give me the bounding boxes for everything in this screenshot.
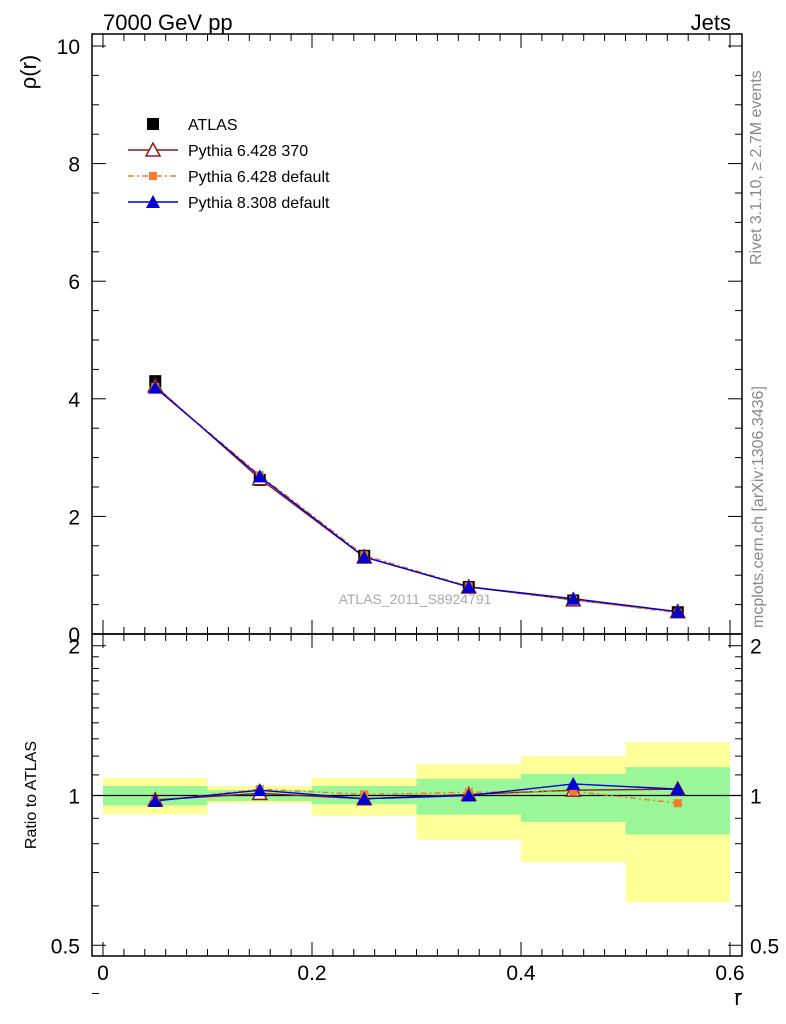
data-point [357, 549, 372, 563]
ratio-point [569, 787, 578, 796]
data-point [670, 604, 685, 618]
legend-marker [149, 172, 157, 180]
legend-marker [146, 195, 160, 208]
ratio-series-line [155, 783, 678, 802]
ratio-point [252, 783, 267, 797]
main-y-tick-label: 6 [68, 271, 80, 294]
main-y-axis-label: ρ(r) [16, 55, 41, 90]
analysis-watermark: ATLAS_2011_S8924791 [339, 591, 492, 607]
main-y-tick-label: 0 [68, 624, 80, 647]
ratio-point [673, 799, 682, 808]
legend-label: Pythia 6.428 370 [188, 143, 308, 160]
ratio-y-tick-label-left: 1 [68, 786, 80, 809]
ratio-y-tick-label-right: 2 [750, 636, 762, 659]
data-point [252, 469, 267, 483]
ratio-y-tick-label-left: 2 [68, 636, 80, 659]
legend-label: Pythia 8.308 default [188, 195, 330, 212]
ratio-series-line [155, 788, 678, 804]
x-tick-label: 0.6 [715, 962, 744, 985]
x-axis-label: r [734, 985, 741, 1010]
main-y-tick-label: 2 [68, 506, 80, 529]
main-y-tick-label: 10 [57, 36, 80, 59]
main-y-tick-label: 8 [68, 154, 80, 177]
header-right: Jets [691, 10, 731, 35]
main-series-line [154, 386, 678, 614]
mcplots-text: mcplots.cern.ch [arXiv:1306.3436] [750, 386, 767, 628]
ratio-y-tick-label-right: 0.5 [750, 935, 779, 958]
ratio-point [148, 793, 163, 807]
ratio-point [461, 788, 476, 802]
ratio-point [670, 782, 685, 796]
legend-label: Pythia 6.428 default [188, 169, 330, 186]
main-series-line [154, 387, 678, 613]
data-point [461, 579, 476, 593]
ratio-plot-frame [91, 633, 743, 957]
ratio-point [357, 791, 372, 805]
rivet-version-text: Rivet 3.1.10, ≥ 2.7M events [748, 70, 765, 265]
ratio-y-tick-label-left: 0.5 [51, 935, 80, 958]
header-left: 7000 GeV pp [103, 10, 233, 35]
x-tick-label: 0.2 [297, 962, 326, 985]
ratio-y-axis-label: Ratio to ATLAS [23, 741, 40, 849]
data-point [148, 380, 163, 394]
ratio-series [146, 776, 687, 808]
legend-marker [147, 118, 159, 130]
ratio-point [566, 776, 581, 790]
main-series-line [154, 385, 678, 613]
main-y-tick-label: 4 [68, 389, 80, 412]
ratio-y-tick-label-right: 1 [750, 786, 762, 809]
main-series [146, 375, 687, 619]
legend-marker [144, 141, 162, 157]
legend: ATLAS Pythia 6.428 370 Pythia 6.428 defaul… [128, 117, 330, 212]
ratio-uncertainty-bands [92, 742, 742, 903]
x-tick-label: 0.4 [506, 962, 536, 985]
x-tick-label: 0 [97, 962, 109, 985]
legend-label: ATLAS [188, 117, 238, 134]
data-point [566, 591, 581, 605]
